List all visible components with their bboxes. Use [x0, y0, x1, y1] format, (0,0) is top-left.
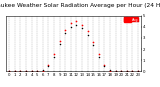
Point — [75, 24, 78, 26]
Point — [125, 71, 128, 72]
Point — [58, 41, 61, 42]
Point — [36, 71, 39, 72]
Point — [64, 29, 67, 30]
Point — [137, 71, 139, 72]
Point — [103, 65, 106, 66]
Point — [53, 53, 55, 55]
Point — [30, 71, 33, 72]
Point — [81, 24, 83, 25]
Point — [92, 41, 94, 43]
Legend: Avg: Avg — [124, 17, 139, 22]
Point — [30, 71, 33, 72]
Point — [98, 53, 100, 55]
Point — [131, 71, 134, 72]
Point — [58, 43, 61, 45]
Point — [137, 71, 139, 72]
Point — [53, 56, 55, 58]
Point — [131, 71, 134, 72]
Point — [92, 44, 94, 46]
Point — [81, 28, 83, 29]
Point — [98, 56, 100, 58]
Point — [86, 31, 89, 32]
Point — [19, 71, 22, 72]
Point — [25, 71, 27, 72]
Point — [47, 66, 50, 67]
Point — [109, 70, 111, 71]
Point — [69, 23, 72, 24]
Point — [114, 71, 117, 72]
Point — [42, 70, 44, 71]
Point — [25, 71, 27, 72]
Point — [8, 71, 11, 72]
Point — [36, 71, 39, 72]
Point — [120, 71, 123, 72]
Point — [103, 66, 106, 67]
Point — [42, 71, 44, 72]
Point — [86, 34, 89, 36]
Point — [13, 71, 16, 72]
Point — [120, 71, 123, 72]
Point — [13, 71, 16, 72]
Point — [64, 32, 67, 34]
Point — [114, 71, 117, 72]
Point — [109, 71, 111, 72]
Text: Milwaukee Weather Solar Radiation Average per Hour (24 Hours): Milwaukee Weather Solar Radiation Averag… — [0, 3, 160, 8]
Point — [47, 65, 50, 66]
Point — [75, 21, 78, 22]
Point — [19, 71, 22, 72]
Point — [125, 71, 128, 72]
Point — [8, 71, 11, 72]
Point — [69, 27, 72, 28]
